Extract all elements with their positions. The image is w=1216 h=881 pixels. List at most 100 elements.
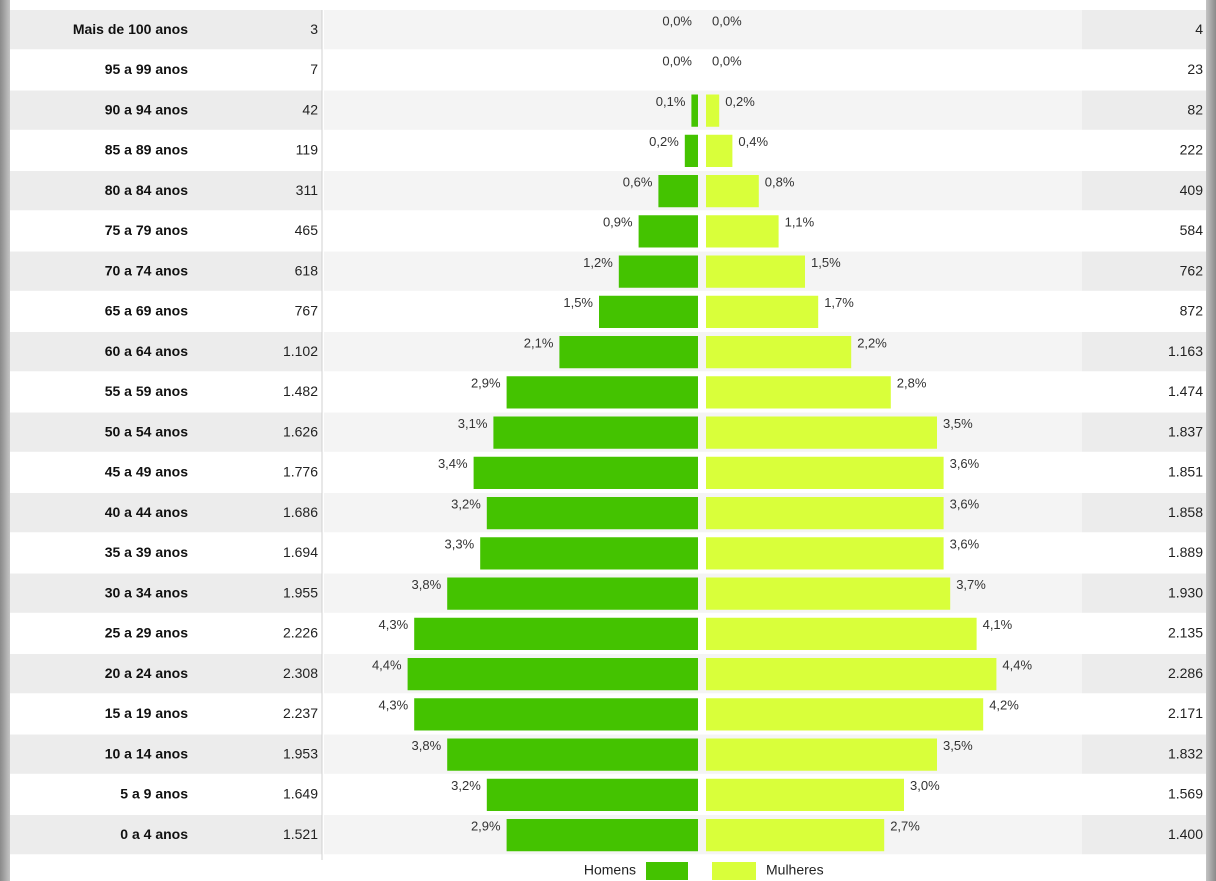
men-count: 1.694 xyxy=(283,544,318,560)
row-stripe xyxy=(1082,90,1206,130)
men-count: 465 xyxy=(295,222,319,238)
women-pct: 4,4% xyxy=(1002,657,1032,672)
women-bar xyxy=(706,376,891,409)
women-count: 762 xyxy=(1180,262,1204,278)
legend-swatch xyxy=(646,862,688,880)
row-stripe xyxy=(324,412,1082,452)
men-count: 767 xyxy=(295,303,319,319)
women-bar xyxy=(706,134,733,167)
men-count: 119 xyxy=(296,142,319,158)
men-count: 1.686 xyxy=(283,504,318,520)
men-bar xyxy=(407,658,698,691)
men-pct: 0,2% xyxy=(649,134,679,149)
right-edge xyxy=(1206,0,1216,881)
row-stripe xyxy=(1082,412,1206,452)
men-bar xyxy=(447,577,698,610)
men-bar xyxy=(599,295,698,328)
men-bar xyxy=(447,738,698,771)
men-count: 1.102 xyxy=(283,343,318,359)
women-count: 23 xyxy=(1187,61,1203,77)
men-bar xyxy=(691,94,698,127)
women-pct: 4,1% xyxy=(983,617,1013,632)
row-stripe xyxy=(10,412,322,452)
men-pct: 2,9% xyxy=(471,376,501,391)
women-bar xyxy=(706,416,937,449)
row-stripe xyxy=(1082,251,1206,291)
men-bar xyxy=(658,175,698,208)
row-stripe xyxy=(1082,493,1206,533)
women-count: 1.474 xyxy=(1168,383,1203,399)
women-bar xyxy=(706,336,852,369)
men-pct: 3,4% xyxy=(438,456,468,471)
women-pct: 3,6% xyxy=(950,496,980,511)
age-label: 35 a 39 anos xyxy=(105,544,188,560)
women-count: 4 xyxy=(1195,21,1203,37)
women-bar xyxy=(706,537,944,570)
age-label: 60 a 64 anos xyxy=(105,343,188,359)
men-count: 1.649 xyxy=(283,786,318,802)
row-stripe xyxy=(1082,654,1206,694)
women-count: 1.569 xyxy=(1168,786,1203,802)
men-pct: 0,1% xyxy=(656,94,686,109)
row-stripe xyxy=(324,171,1082,211)
row-stripe xyxy=(1082,171,1206,211)
legend-label: Homens xyxy=(584,862,636,878)
age-label: 85 a 89 anos xyxy=(105,142,188,158)
women-bar xyxy=(706,819,885,852)
women-bar xyxy=(706,255,805,288)
age-label: 75 a 79 anos xyxy=(105,222,188,238)
row-stripe xyxy=(10,90,322,130)
women-pct: 3,6% xyxy=(950,537,980,552)
women-pct: 3,7% xyxy=(956,577,986,592)
men-pct: 0,0% xyxy=(662,13,692,28)
women-pct: 2,7% xyxy=(890,818,920,833)
women-count: 82 xyxy=(1187,101,1203,117)
age-label: 5 a 9 anos xyxy=(120,786,188,802)
men-count: 2.308 xyxy=(283,665,318,681)
age-label: 90 a 94 anos xyxy=(105,101,188,117)
women-count: 1.930 xyxy=(1168,584,1203,600)
women-bar xyxy=(706,175,759,208)
age-label: Mais de 100 anos xyxy=(73,21,188,37)
women-pct: 3,5% xyxy=(943,416,973,431)
men-count: 1.521 xyxy=(283,826,318,842)
men-pct: 2,1% xyxy=(524,335,554,350)
men-count: 1.955 xyxy=(283,584,318,600)
row-stripe xyxy=(10,332,322,372)
age-label: 55 a 59 anos xyxy=(105,383,188,399)
row-stripe xyxy=(10,493,322,533)
women-pct: 2,2% xyxy=(857,335,887,350)
men-pct: 0,6% xyxy=(623,174,653,189)
men-count: 311 xyxy=(296,182,319,198)
row-stripe xyxy=(10,734,322,774)
women-count: 1.851 xyxy=(1168,464,1203,480)
row-stripe xyxy=(10,251,322,291)
age-label: 45 a 49 anos xyxy=(105,464,188,480)
row-stripe xyxy=(324,90,1082,130)
women-pct: 0,4% xyxy=(738,134,768,149)
women-count: 2.286 xyxy=(1168,665,1203,681)
women-count: 1.400 xyxy=(1168,826,1203,842)
row-stripe xyxy=(324,10,1082,50)
row-stripe xyxy=(1082,734,1206,774)
women-count: 1.832 xyxy=(1168,745,1203,761)
age-label: 70 a 74 anos xyxy=(105,262,188,278)
women-pct: 0,0% xyxy=(712,54,742,69)
row-stripe xyxy=(1082,815,1206,855)
men-bar xyxy=(684,134,698,167)
women-bar xyxy=(706,215,779,248)
row-stripe xyxy=(324,815,1082,855)
women-bar xyxy=(706,698,984,731)
men-bar xyxy=(414,617,698,650)
women-count: 2.135 xyxy=(1168,625,1203,641)
men-pct: 1,5% xyxy=(563,295,593,310)
legend-swatch xyxy=(712,862,756,880)
women-count: 872 xyxy=(1180,303,1204,319)
men-bar xyxy=(480,537,698,570)
left-edge xyxy=(0,0,10,881)
women-count: 1.858 xyxy=(1168,504,1203,520)
row-stripe xyxy=(324,493,1082,533)
women-pct: 1,5% xyxy=(811,255,841,270)
age-label: 50 a 54 anos xyxy=(105,423,188,439)
men-pct: 4,3% xyxy=(379,617,409,632)
